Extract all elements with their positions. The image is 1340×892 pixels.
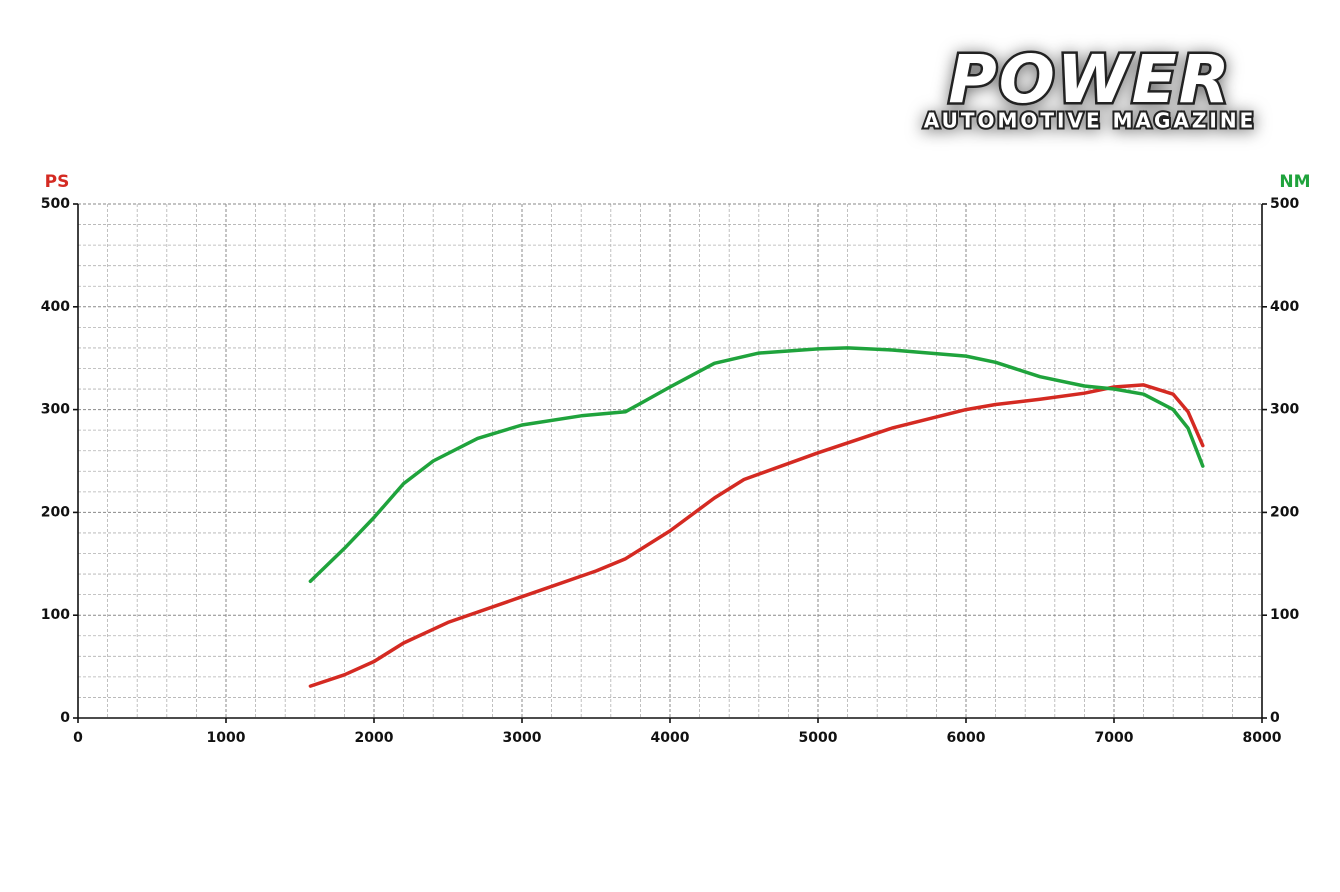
y2-tick-label: 0 <box>1270 710 1280 726</box>
y2-tick-label: 300 <box>1270 402 1299 418</box>
x-tick-label: 1000 <box>207 730 246 746</box>
series-line <box>308 383 1205 688</box>
y-tick-label: 200 <box>41 504 70 520</box>
y-tick-label: 0 <box>60 710 70 726</box>
y-tick-label: 300 <box>41 402 70 418</box>
x-tick-label: 7000 <box>1095 730 1134 746</box>
y-tick-label: 400 <box>41 299 70 315</box>
x-tick-label: 6000 <box>947 730 986 746</box>
y2-tick-label: 200 <box>1270 504 1299 520</box>
x-tick-label: 8000 <box>1243 730 1282 746</box>
y2-tick-label: 400 <box>1270 299 1299 315</box>
x-tick-label: 2000 <box>355 730 394 746</box>
x-tick-label: 3000 <box>503 730 542 746</box>
y2-tick-label: 100 <box>1270 607 1299 623</box>
x-tick-label: 4000 <box>651 730 690 746</box>
grid <box>77 203 1263 719</box>
logo: POWER AUTOMOTIVE MAGAZINE <box>922 39 1256 135</box>
y-tick-label: 500 <box>41 196 70 212</box>
x-tick-label: 5000 <box>799 730 838 746</box>
y-tick-label: 100 <box>41 607 70 623</box>
y2-axis-label: NM <box>1279 172 1310 192</box>
y-axis-label: PS <box>45 172 70 192</box>
y2-tick-label: 500 <box>1270 196 1299 212</box>
logo-title: POWER <box>948 41 1231 118</box>
series-line <box>308 346 1205 584</box>
x-tick-label: 0 <box>73 730 83 746</box>
logo-subtitle: AUTOMOTIVE MAGAZINE <box>924 109 1256 133</box>
